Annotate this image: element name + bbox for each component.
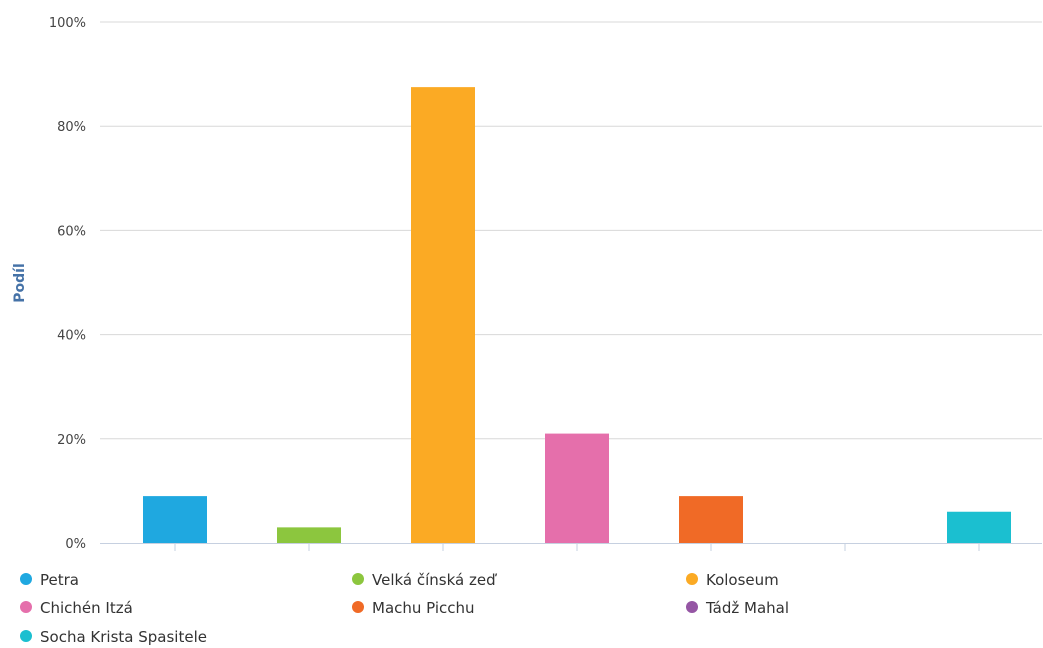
y-tick-label: 100% xyxy=(49,16,86,31)
legend-label: Petra xyxy=(40,571,79,589)
legend-item[interactable]: Koloseum xyxy=(686,571,779,589)
legend-label: Tádž Mahal xyxy=(705,599,789,617)
bar[interactable] xyxy=(143,496,207,543)
bar[interactable] xyxy=(277,527,341,543)
legend-item[interactable]: Chichén Itzá xyxy=(20,599,133,617)
legend-item[interactable]: Socha Krista Spasitele xyxy=(20,628,207,646)
legend-item[interactable]: Machu Picchu xyxy=(352,599,475,617)
legend-item[interactable]: Petra xyxy=(20,571,79,589)
legend-marker xyxy=(352,601,364,613)
bar[interactable] xyxy=(411,87,475,543)
legend-marker xyxy=(352,573,364,585)
y-axis-title: Podíl xyxy=(12,263,28,303)
legend-item[interactable]: Velká čínská zeď xyxy=(352,571,497,589)
bars xyxy=(143,87,1011,543)
legend: Petra Velká čínská zeď Koloseum Chichén Itz… xyxy=(20,571,789,646)
legend-marker xyxy=(686,601,698,613)
y-tick-label: 0% xyxy=(65,537,86,552)
legend-marker xyxy=(20,573,32,585)
bar[interactable] xyxy=(679,496,743,543)
legend-label: Machu Picchu xyxy=(372,599,475,617)
legend-label: Socha Krista Spasitele xyxy=(40,628,207,646)
y-tick-label: 60% xyxy=(57,224,86,239)
y-tick-label: 40% xyxy=(57,329,86,344)
legend-marker xyxy=(20,630,32,642)
legend-label: Velká čínská zeď xyxy=(372,571,497,589)
y-axis-ticks: 0% 20% 40% 60% 80% 100% xyxy=(49,16,86,552)
x-axis-ticks xyxy=(174,543,980,551)
legend-item[interactable]: Tádž Mahal xyxy=(686,599,789,617)
bar[interactable] xyxy=(545,433,609,543)
legend-label: Chichén Itzá xyxy=(40,599,133,617)
legend-marker xyxy=(20,601,32,613)
gridlines xyxy=(100,21,1042,440)
legend-marker xyxy=(686,573,698,585)
legend-label: Koloseum xyxy=(706,571,779,589)
bar[interactable] xyxy=(947,511,1011,543)
y-tick-label: 80% xyxy=(57,120,86,135)
y-tick-label: 20% xyxy=(57,433,86,448)
